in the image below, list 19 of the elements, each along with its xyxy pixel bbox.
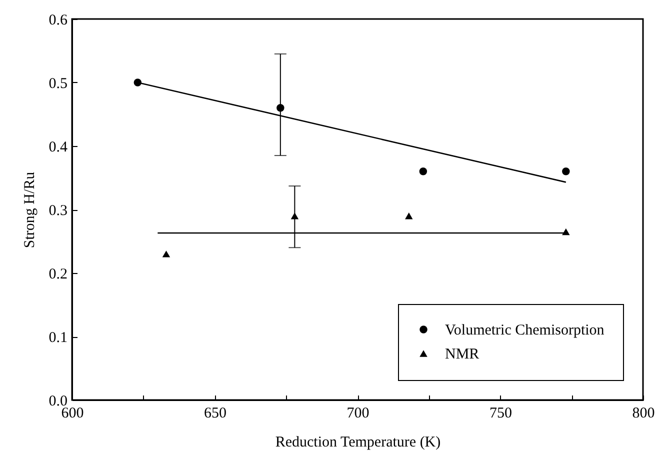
point [419, 168, 428, 176]
y-tick-label: 0.2 [48, 266, 68, 282]
y-axis-title: Strong H/Ru [22, 171, 38, 248]
x-tick-label: 650 [204, 406, 226, 422]
legend-label: Volumetric Chemisorption [445, 322, 605, 338]
y-tick-label: 0.3 [48, 203, 68, 219]
x-tick-label: 600 [61, 406, 84, 422]
x-tick-label: 700 [346, 406, 370, 422]
y-tick-label: 0.1 [48, 330, 68, 346]
x-tick-label: 800 [632, 406, 655, 422]
x-axis-title: Reduction Temperature (K) [275, 434, 441, 450]
point [562, 168, 570, 176]
y-tick-label: 0.6 [48, 12, 68, 28]
x-tick-label: 750 [490, 406, 512, 422]
y-tick-label: 0.5 [48, 76, 68, 92]
y-tick-label: 0.4 [48, 140, 68, 156]
point [162, 250, 170, 258]
point [405, 212, 413, 220]
legend-label: NMR [445, 346, 480, 362]
